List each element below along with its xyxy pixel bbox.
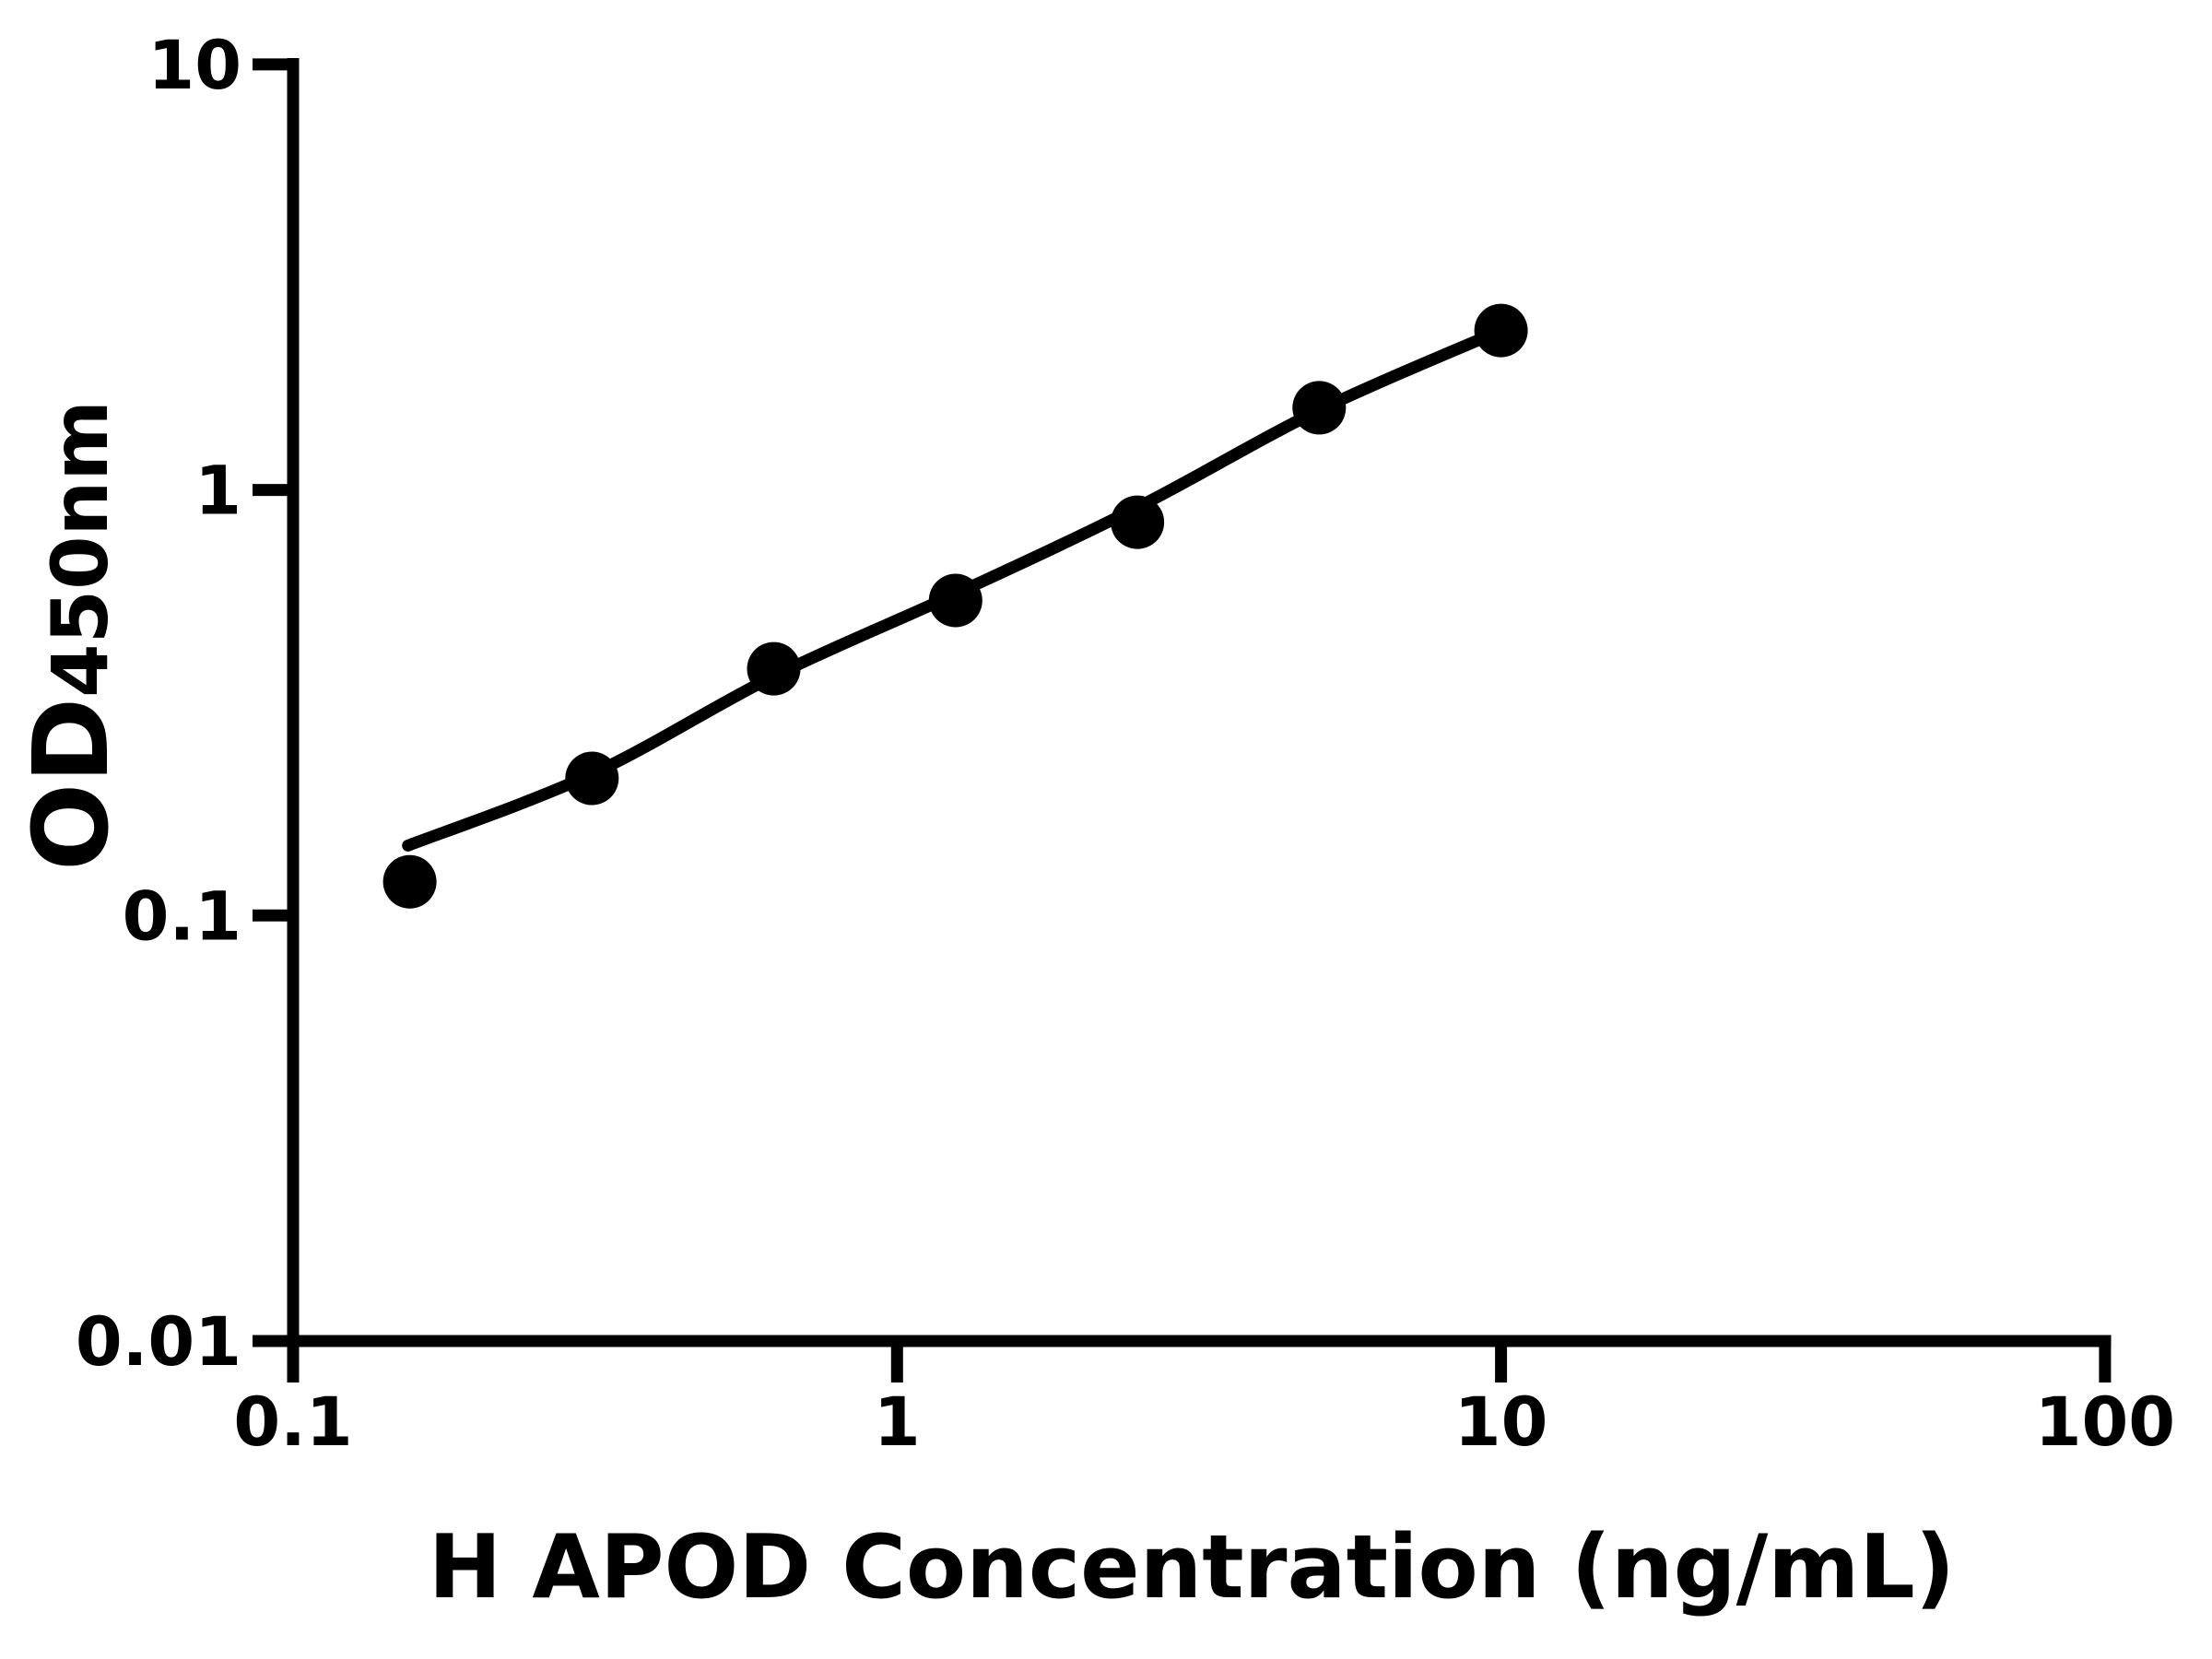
y-tick-label: 1	[194, 453, 241, 531]
axes	[287, 58, 2112, 1347]
data-point	[1474, 303, 1528, 358]
data-point	[382, 854, 437, 909]
x-tick-label: 0.1	[233, 1383, 352, 1462]
y-tick-label: 0.01	[76, 1303, 241, 1382]
y-tick-label: 0.1	[123, 877, 241, 956]
y-axis-title-main: OD	[12, 698, 132, 871]
data-point	[565, 751, 619, 806]
y-axis-ticks: 10 1 0.1 0.01	[76, 27, 294, 1382]
plot-area	[382, 303, 1528, 909]
data-point	[928, 573, 982, 628]
data-point	[747, 641, 801, 696]
y-axis-title-sub: 450nm	[35, 400, 125, 698]
data-point	[1111, 495, 1165, 549]
x-axis-ticks: 0.1 1 10 100	[233, 1341, 2175, 1462]
y-tick-label: 10	[147, 27, 241, 105]
x-tick-label: 1	[874, 1383, 921, 1462]
x-tick-label: 10	[1454, 1383, 1548, 1462]
x-axis-title: H APOD Concentration (ng/mL)	[429, 1517, 1955, 1618]
y-axis-title: OD450nm	[12, 400, 132, 871]
x-tick-label: 100	[2035, 1383, 2175, 1462]
data-point	[1292, 381, 1347, 435]
